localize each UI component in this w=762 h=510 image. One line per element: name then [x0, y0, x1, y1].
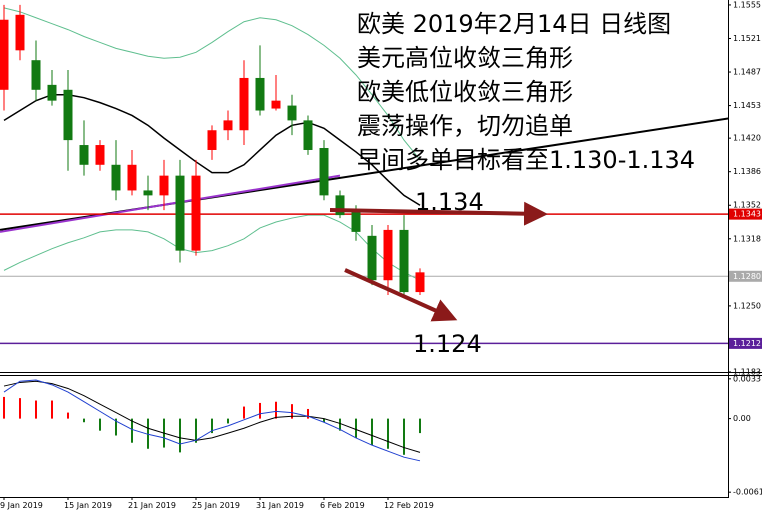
- trend-line: [0, 174, 341, 233]
- indicator-line: [3, 214, 421, 281]
- candle-body: [319, 148, 329, 196]
- x-tick-label: 31 Jan 2019: [256, 501, 304, 510]
- annotation: 欧美低位收敛三角形: [357, 78, 573, 106]
- candle-body: [303, 120, 313, 150]
- macd-line: [3, 379, 421, 462]
- y-tick-label: 1.1555: [733, 0, 761, 9]
- x-tick-label: 21 Jan 2019: [128, 501, 176, 510]
- y-tick-label: 1.1420: [733, 134, 761, 143]
- price-level-box: [729, 270, 762, 282]
- candle-body: [207, 130, 217, 150]
- macd-panel: [3, 379, 421, 462]
- indicator-line: [3, 93, 421, 206]
- y-tick-label: 1.1318: [733, 234, 761, 243]
- arrow: [344, 268, 458, 322]
- candle-body: [351, 210, 361, 232]
- y-tick-label: 0.0033: [733, 374, 761, 383]
- price-level-label: 1.1343: [733, 210, 761, 219]
- y-tick-label: 1.1487: [733, 68, 761, 77]
- price-level-box: [729, 337, 762, 349]
- y-tick-label: 1.1521: [733, 34, 761, 43]
- annotation: 美元高位收敛三角形: [357, 44, 573, 72]
- price-level-label: 1.1212: [733, 339, 761, 348]
- candle-body: [63, 89, 73, 141]
- candle-body: [271, 100, 281, 109]
- candle-body: [31, 60, 41, 90]
- arrow: [329, 201, 548, 226]
- y-tick-label: 0.00: [733, 414, 751, 423]
- candle-body: [159, 175, 169, 196]
- candle-body: [223, 120, 233, 131]
- price-panel: [0, 4, 728, 345]
- candle-body: [415, 272, 425, 293]
- x-tick-label: 15 Jan 2019: [64, 501, 112, 510]
- candle-body: [287, 105, 297, 121]
- candle-body: [143, 190, 153, 196]
- macd-line: [3, 380, 421, 453]
- candle-body: [15, 14, 25, 51]
- x-tick-label: 25 Jan 2019: [192, 501, 240, 510]
- annotation: 欧美 2019年2月14日 日线图: [357, 10, 671, 38]
- candle-body: [0, 19, 9, 90]
- y-tick-label: 1.1352: [733, 201, 761, 210]
- candle-body: [367, 235, 377, 281]
- candle-body: [95, 145, 105, 165]
- annotation: 震荡操作，切勿追单: [357, 112, 573, 140]
- candle-body: [111, 164, 121, 191]
- candle-body: [399, 229, 409, 293]
- annotations: 欧美 2019年2月14日 日线图美元高位收敛三角形欧美低位收敛三角形震荡操作，…: [357, 10, 695, 358]
- candle-body: [383, 229, 393, 281]
- target-label: 1.124: [413, 330, 482, 358]
- y-tick-label: -0.0061: [733, 488, 762, 497]
- indicator-line: [3, 7, 421, 161]
- price-level-label: 1.1280: [733, 272, 761, 281]
- candle-body: [191, 175, 201, 251]
- target-label: 1.134: [415, 188, 484, 216]
- x-tick-label: 9 Jan 2019: [0, 501, 43, 510]
- x-tick-label: 6 Feb 2019: [320, 501, 365, 510]
- candle-body: [47, 84, 57, 101]
- x-tick-label: 12 Feb 2019: [384, 501, 434, 510]
- annotation: 早间多单目标看至1.130-1.134: [357, 146, 695, 174]
- candle-body: [79, 145, 89, 165]
- y-tick-label: 1.1453: [733, 101, 761, 110]
- candle-body: [239, 77, 249, 131]
- y-tick-label: 1.1386: [733, 167, 761, 176]
- price-level-box: [729, 208, 762, 220]
- candle-body: [175, 175, 185, 251]
- candle-body: [255, 77, 265, 111]
- candle-body: [127, 164, 137, 191]
- y-tick-label: 1.1250: [733, 301, 761, 310]
- candle-body: [335, 195, 345, 216]
